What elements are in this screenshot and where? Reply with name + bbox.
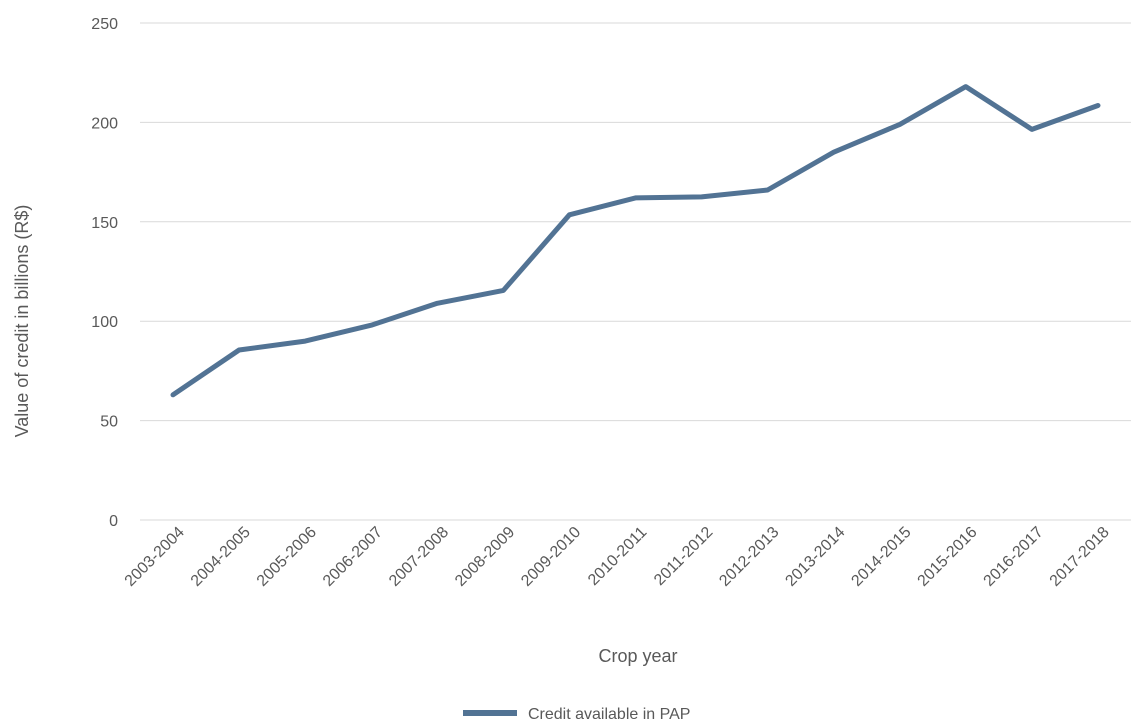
series-line-credit-available xyxy=(170,84,1101,398)
y-tick-label: 50 xyxy=(100,414,118,431)
x-tick-label: 2008-2009 xyxy=(452,524,518,590)
x-tick-label: 2015-2016 xyxy=(915,524,981,590)
series-lines xyxy=(170,84,1101,398)
y-tick-label: 250 xyxy=(91,16,118,33)
x-tick-label: 2005-2006 xyxy=(254,524,320,590)
x-tick-label: 2003-2004 xyxy=(122,524,188,590)
legend-label-credit-available: Credit available in PAP xyxy=(528,706,690,722)
x-tick-label: 2014-2015 xyxy=(848,524,914,590)
y-tick-label: 200 xyxy=(91,115,118,132)
gridlines xyxy=(140,22,1131,521)
x-tick-label: 2009-2010 xyxy=(518,524,584,590)
x-tick-label: 2013-2014 xyxy=(782,524,848,590)
x-tick-label: 2010-2011 xyxy=(585,524,650,589)
x-tick-label: 2016-2017 xyxy=(981,524,1047,590)
y-tick-label: 0 xyxy=(109,513,118,530)
x-tick-label: 2004-2005 xyxy=(188,524,254,590)
x-tick-label: 2006-2007 xyxy=(320,524,386,590)
legend: Credit available in PAP xyxy=(463,706,690,722)
x-tick-label: 2007-2008 xyxy=(386,524,452,590)
y-tick-label: 150 xyxy=(91,215,118,232)
y-tick-label: 100 xyxy=(91,314,118,331)
x-tick-label: 2017-2018 xyxy=(1047,524,1113,590)
x-axis-title: Crop year xyxy=(598,646,677,666)
x-axis-ticks: 2003-2004 2004-2005 2005-2006 2006-2007 2007… xyxy=(122,524,1113,590)
x-tick-label: 2011-2012 xyxy=(651,524,716,589)
x-tick-label: 2012-2013 xyxy=(716,524,782,590)
y-axis-title: Value of credit in billions (R$) xyxy=(12,205,32,438)
y-axis-ticks: 0 50 100 150 200 250 xyxy=(91,16,118,530)
